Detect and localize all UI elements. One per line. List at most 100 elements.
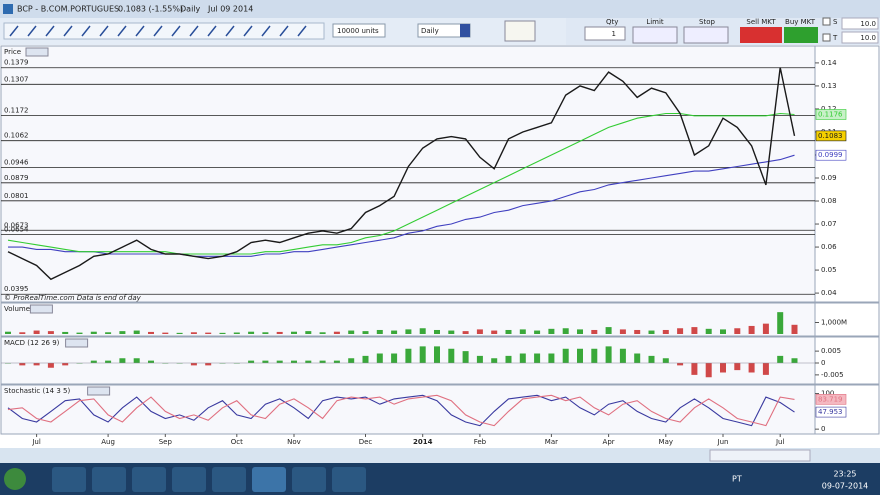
qty: 1	[612, 30, 616, 38]
bar	[734, 328, 741, 334]
bar	[648, 355, 655, 363]
tool-strip[interactable]	[3, 22, 325, 40]
bar	[362, 355, 369, 363]
bar	[105, 360, 112, 363]
limit-buttons[interactable]	[632, 26, 678, 44]
task[interactable]	[52, 467, 86, 492]
bar	[33, 363, 40, 366]
task[interactable]	[252, 467, 286, 492]
task[interactable]	[212, 467, 246, 492]
level-label: 0.1062	[4, 132, 29, 140]
bar	[748, 325, 755, 334]
y-tick-label: 0.08	[821, 197, 837, 205]
panel-buttons	[65, 338, 89, 348]
period-select: Daily	[421, 27, 439, 35]
bar	[248, 331, 255, 334]
start[interactable]	[4, 468, 26, 490]
level-label: 0.0673	[4, 221, 29, 229]
task[interactable]	[132, 467, 166, 492]
bar	[448, 330, 455, 334]
buy-button[interactable]	[784, 27, 818, 43]
level-label: 0.0879	[4, 174, 29, 182]
panel-axis	[814, 302, 880, 337]
sell-button[interactable]	[740, 27, 782, 43]
panel-buttons	[87, 386, 111, 396]
bar	[262, 360, 269, 363]
scrollbar[interactable]	[709, 449, 811, 462]
bar	[90, 331, 97, 334]
x-tick-label: Oct	[231, 438, 243, 446]
bar	[19, 363, 26, 366]
y-tick-label: 0.13	[821, 82, 837, 90]
s-box[interactable]	[841, 17, 879, 30]
instrument: BCP - B.COM.PORTUGUES	[17, 5, 119, 14]
t-check[interactable]	[822, 33, 831, 42]
x-tick-label: Mar	[545, 438, 558, 446]
bar	[705, 363, 712, 378]
bar	[491, 358, 498, 363]
bar	[105, 332, 112, 334]
bar	[762, 363, 769, 375]
bar	[662, 329, 669, 334]
bar	[148, 360, 154, 363]
qty-box[interactable]	[584, 26, 626, 41]
task[interactable]	[292, 467, 326, 492]
bar	[133, 330, 140, 334]
y-tick-label: 1,000M	[821, 319, 847, 327]
app-icon	[3, 4, 13, 14]
series-line	[7, 67, 796, 281]
y-tick-label: 0.06	[821, 243, 837, 251]
date: Jul 09 2014	[207, 5, 253, 14]
clock-time: 23:25	[833, 470, 856, 479]
sell-label: Sell MKT	[746, 18, 776, 26]
panel-title: Price	[4, 48, 21, 56]
t-box[interactable]	[841, 31, 879, 44]
bar	[405, 329, 412, 334]
bar	[677, 363, 684, 366]
bar	[47, 331, 54, 334]
panel-axis	[814, 45, 880, 303]
task[interactable]	[172, 467, 206, 492]
bar	[419, 328, 426, 334]
bar	[76, 332, 83, 334]
s-check[interactable]	[822, 17, 831, 26]
period: Daily	[180, 5, 201, 14]
bar	[577, 348, 583, 363]
bar	[648, 330, 655, 334]
dropdown[interactable]	[460, 24, 470, 37]
units-box[interactable]	[332, 23, 386, 38]
t: T	[832, 34, 838, 42]
task[interactable]	[92, 467, 126, 492]
bar	[333, 360, 340, 363]
y-tick-label: 0.04	[821, 289, 837, 297]
limit-label: Limit	[646, 18, 664, 26]
bar	[291, 331, 297, 334]
x-tick-label: Nov	[287, 438, 301, 446]
last-value-box	[815, 109, 847, 120]
bar	[691, 363, 698, 375]
bar	[248, 360, 255, 363]
x-tick-label: 2014	[413, 438, 433, 446]
y-tick-label: 0	[821, 425, 825, 433]
task[interactable]	[332, 467, 366, 492]
level-label: 0.0395	[4, 285, 29, 293]
bar	[205, 332, 212, 334]
bar	[534, 330, 541, 334]
chart-icon[interactable]	[504, 20, 536, 42]
x-tick-label: Sep	[159, 438, 173, 446]
bar	[205, 363, 212, 366]
buy-label: Buy MKT	[785, 18, 816, 26]
bar	[548, 328, 555, 334]
panel-title: MACD (12 26 9)	[4, 339, 60, 347]
y-tick-label: 100	[821, 390, 834, 398]
bar	[162, 332, 169, 334]
bar	[619, 329, 626, 334]
bar	[176, 332, 183, 334]
bar	[720, 363, 726, 373]
bar	[305, 331, 312, 334]
title-bar	[0, 0, 880, 18]
bar	[476, 329, 483, 334]
y-tick-label: 0.14	[821, 59, 837, 67]
stop-buttons[interactable]	[683, 26, 729, 44]
